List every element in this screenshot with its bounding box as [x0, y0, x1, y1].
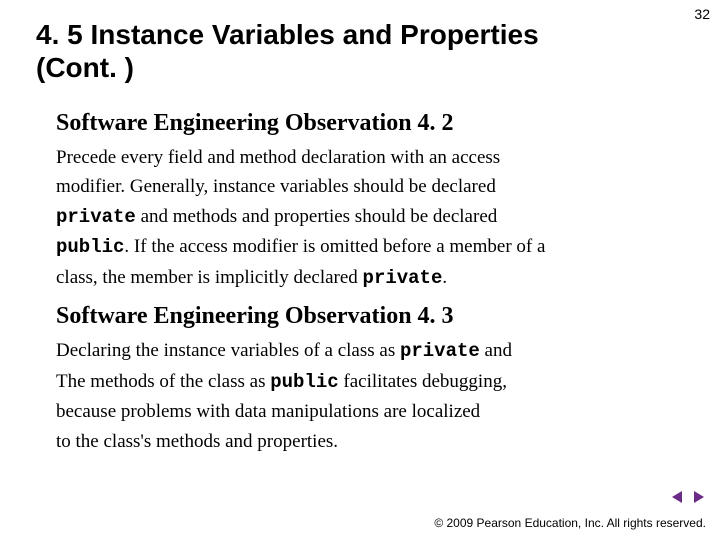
obs2-text-2a: The methods of the class as	[56, 371, 270, 392]
keyword-public-2: public	[270, 371, 338, 393]
prev-button[interactable]	[670, 492, 690, 509]
keyword-public: public	[56, 236, 124, 258]
obs1-text-4: . If the access modifier is omitted befo…	[124, 236, 545, 257]
keyword-private-2: private	[363, 267, 443, 289]
triangle-right-icon	[690, 489, 706, 505]
slide-title: 4. 5 Instance Variables and Properties (…	[36, 18, 556, 84]
obs1-text-3: and methods and properties should be dec…	[136, 206, 497, 227]
observation-1-heading: Software Engineering Observation 4. 2	[56, 110, 676, 137]
page-number: 32	[694, 6, 710, 22]
obs2-text-1b: and	[480, 340, 512, 361]
obs2-text-2b: facilitates debugging,	[339, 371, 507, 392]
obs1-text-5b: .	[442, 267, 447, 288]
copyright-footer: © 2009 Pearson Education, Inc. All right…	[434, 516, 706, 530]
next-button[interactable]	[690, 492, 706, 509]
observation-2-heading: Software Engineering Observation 4. 3	[56, 303, 676, 330]
keyword-private: private	[56, 206, 136, 228]
observation-1-paragraph: Precede every field and method declarati…	[56, 143, 676, 293]
obs2-text-1a: Declaring the instance variables of a cl…	[56, 340, 400, 361]
obs1-text-2: modifier. Generally, instance variables …	[56, 176, 496, 197]
obs2-text-3: because problems with data manipulations…	[56, 401, 480, 422]
obs2-text-4: to the class's methods and properties.	[56, 431, 338, 452]
obs1-text-1: Precede every field and method declarati…	[56, 147, 500, 168]
obs1-text-5a: class, the member is implicitly declared	[56, 267, 363, 288]
slide: 32 4. 5 Instance Variables and Propertie…	[0, 0, 720, 540]
keyword-private-3: private	[400, 340, 480, 362]
triangle-left-icon	[670, 489, 686, 505]
observation-2-paragraph: Declaring the instance variables of a cl…	[56, 336, 676, 456]
nav-controls	[670, 489, 706, 510]
slide-body: Software Engineering Observation 4. 2 Pr…	[56, 110, 676, 466]
